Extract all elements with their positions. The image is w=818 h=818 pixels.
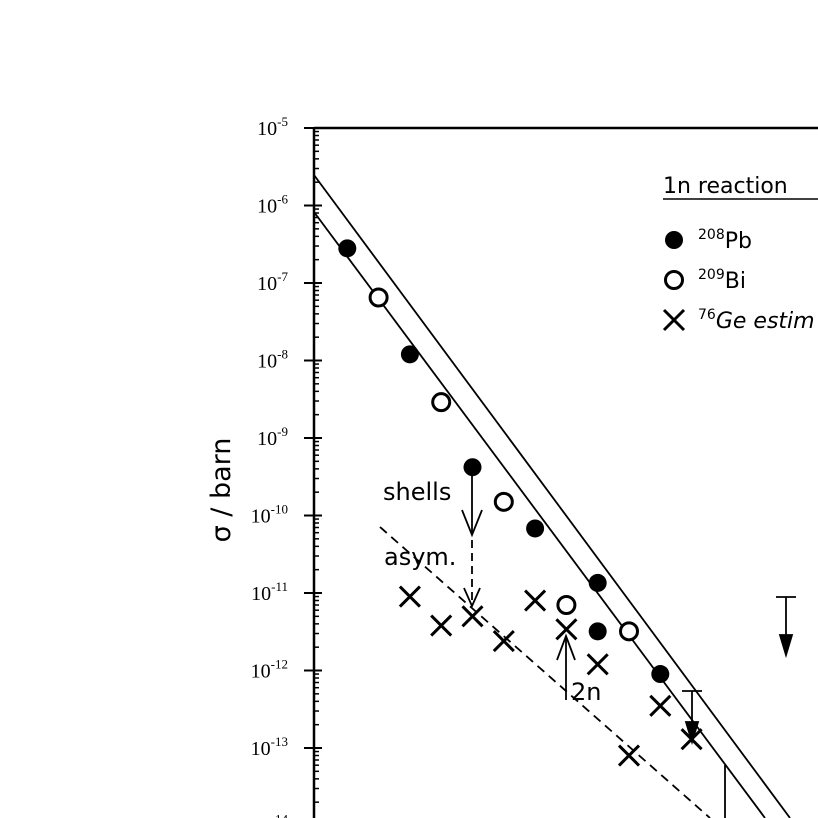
data-point-ge76	[461, 605, 484, 628]
fit-line-ge-dashed	[379, 526, 711, 818]
y-tick-label: 10-12	[251, 657, 288, 683]
y-tick-label: 10-10	[251, 502, 288, 528]
legend-marker-ge	[662, 308, 686, 332]
upper-limit-ge	[682, 690, 702, 746]
data-point-ge76	[524, 589, 547, 612]
y-tick-label: 10-9	[257, 424, 288, 450]
data-point-pb208	[651, 665, 670, 684]
y-tick-label: 10-8	[257, 347, 288, 373]
legend-marker-pb	[665, 231, 683, 249]
y-axis-ticks	[304, 127, 322, 803]
data-point-pb208	[588, 622, 607, 641]
y-tick-label: 10-5	[257, 114, 288, 140]
data-point-bi209	[556, 595, 577, 616]
data-point-pb208	[526, 519, 545, 538]
data-point-bi209	[431, 392, 452, 413]
annotation-shells: shells	[383, 478, 451, 506]
y-tick-label: 10-6	[257, 192, 288, 218]
data-point-ge76	[430, 614, 453, 637]
fit-lines	[313, 174, 791, 818]
data-point-bi209	[619, 621, 639, 642]
fit-line-lower	[313, 211, 766, 818]
data-point-ge76	[617, 744, 641, 767]
arrow-shells	[461, 468, 483, 538]
fit-line-upper	[313, 174, 791, 818]
legend-title: 1n reaction	[663, 174, 788, 199]
y-tick-label: 10-13	[251, 734, 288, 760]
data-point-pb208	[463, 458, 482, 477]
data-point-pb208	[588, 573, 607, 592]
legend-marker-bi	[664, 270, 684, 290]
annotations: shells asym. 2n	[383, 468, 796, 818]
legend-entry-pb: 208Pb	[698, 227, 752, 254]
data-point-ge76	[398, 585, 421, 608]
y-tick-label: 10-11	[251, 579, 288, 605]
arrow-2n	[556, 633, 576, 700]
data-point-ge76	[586, 653, 609, 676]
y-tick-label: 10-7	[257, 269, 288, 295]
y-tick-label: 10-14	[251, 812, 289, 818]
data-point-ge76	[555, 618, 578, 641]
legend-entry-ge: 76Ge estim	[698, 307, 815, 334]
annotation-2n: 2n	[571, 678, 601, 706]
data-point-ge76	[649, 694, 672, 717]
legend: 1n reaction 208Pb 209Bi 76Ge estim	[662, 174, 818, 334]
y-axis-tick-labels: 10-5 10-6 10-7 10-8 10-9 10-10 10-11 10-12 10-13…	[251, 114, 289, 818]
annotation-asym: asym.	[384, 543, 456, 571]
data-point-ge76	[492, 629, 515, 653]
y-axis-label: σ / barn	[206, 438, 237, 543]
arrow-asym-dashed	[463, 540, 481, 609]
legend-entry-bi: 209Bi	[698, 267, 746, 294]
data-point-bi209	[493, 491, 514, 512]
upper-limit-right	[776, 596, 796, 659]
data-point-pb208	[338, 239, 357, 258]
data-point-pb208	[400, 345, 419, 364]
plot-frame	[312, 126, 818, 818]
data-point-bi209	[368, 287, 389, 308]
